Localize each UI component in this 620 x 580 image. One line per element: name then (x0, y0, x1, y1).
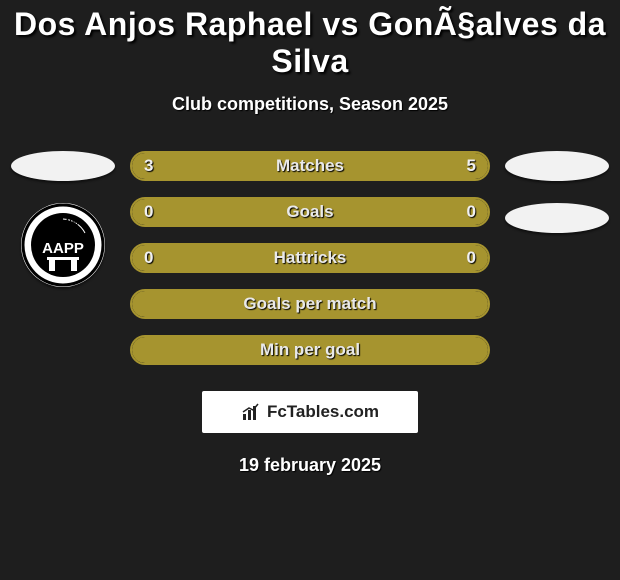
bar-fill (132, 291, 488, 317)
stat-value-left: 0 (144, 199, 153, 225)
svg-text:1.08.190: 1.08.190 (47, 218, 79, 227)
right-player-column (500, 151, 620, 233)
bar-fill-right (266, 153, 489, 179)
left-player-column: 1.08.190 AAPP (0, 151, 120, 287)
page-title: Dos Anjos Raphael vs GonÃ§alves da Silva (0, 6, 620, 80)
attribution-chart-icon (241, 402, 261, 422)
left-club-logo: 1.08.190 AAPP (21, 203, 105, 287)
subtitle: Club competitions, Season 2025 (0, 94, 620, 115)
stat-value-right: 0 (467, 245, 476, 271)
stat-value-left: 3 (144, 153, 153, 179)
stat-value-right: 5 (467, 153, 476, 179)
date-label: 19 february 2025 (0, 455, 620, 476)
club-badge-icon: 1.08.190 AAPP (21, 203, 105, 287)
bar-fill (132, 245, 488, 271)
stat-value-right: 0 (467, 199, 476, 225)
attribution-text: FcTables.com (267, 402, 379, 422)
stat-row: Goals per match (130, 289, 490, 319)
comparison-card: Dos Anjos Raphael vs GonÃ§alves da Silva… (0, 0, 620, 476)
bar-fill (132, 337, 488, 363)
stat-row: Min per goal (130, 335, 490, 365)
stat-bars: 35Matches00Goals00HattricksGoals per mat… (126, 151, 494, 365)
stat-row: 00Goals (130, 197, 490, 227)
left-flag-icon (11, 151, 115, 181)
stat-row: 35Matches (130, 151, 490, 181)
right-club-logo (505, 203, 609, 233)
stats-grid: 1.08.190 AAPP 35Matches00Goals00Hattrick… (0, 151, 620, 365)
attribution-badge[interactable]: FcTables.com (202, 391, 418, 433)
bar-fill (132, 199, 488, 225)
right-flag-icon (505, 151, 609, 181)
stat-value-left: 0 (144, 245, 153, 271)
stat-row: 00Hattricks (130, 243, 490, 273)
club-badge-text: AAPP (42, 240, 84, 257)
